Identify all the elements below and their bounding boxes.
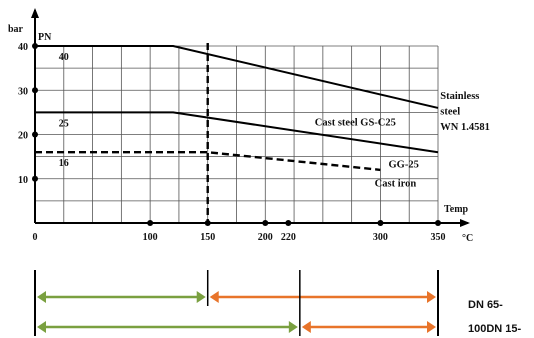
range-arrow-head-left <box>37 321 46 333</box>
x-tick-label: 220 <box>281 232 296 243</box>
x-tick-label: 200 <box>258 232 273 243</box>
grid <box>35 45 439 223</box>
range-arrow-head-right <box>427 291 436 303</box>
x-tick-dot <box>262 220 269 226</box>
y-axis-arrow <box>31 8 39 18</box>
series <box>35 43 439 223</box>
annotation-label: Cast steel GS-C25 <box>315 118 396 129</box>
range-label: DN 65- <box>468 299 503 311</box>
y-tick-label: 20 <box>18 131 28 142</box>
annotation-label: Cast iron <box>375 179 417 190</box>
labels: 40 25 16 Stainless steel WN 1.4581 Cast steel … <box>59 52 490 190</box>
x-tick-label: 350 <box>431 232 446 243</box>
range-arrow-head-right <box>196 291 206 303</box>
y-tick-label: 10 <box>18 175 28 186</box>
series-line <box>35 45 439 109</box>
annotation-label: GG-25 <box>388 160 418 171</box>
x-tick-label: 300 <box>373 232 388 243</box>
range-label: 100DN 15- <box>468 323 522 335</box>
x-tick-dot <box>435 220 441 226</box>
range-arrow-head-right <box>288 321 298 333</box>
x-axis-unit: °C <box>462 233 473 244</box>
y-axis-unit: bar <box>8 24 24 35</box>
pn-label: 25 <box>59 118 69 129</box>
range-arrow-head-left <box>37 291 46 303</box>
y-tick-dot <box>32 175 38 182</box>
range-arrow-head-right <box>427 321 436 333</box>
y-tick-dot <box>32 131 38 138</box>
y-tick-dot <box>32 87 38 94</box>
x-tick-dot <box>147 220 154 226</box>
x-tick-dot <box>377 220 384 226</box>
x-tick-dot <box>285 220 292 226</box>
axes: bar PN Temp °C 10 20 30 40 0 100 150 200 220 300 350 <box>8 8 473 244</box>
pn-label: 40 <box>59 52 69 63</box>
range-arrow-head-left <box>209 291 219 303</box>
y-axis-label: PN <box>38 32 52 43</box>
x-tick-label: 0 <box>33 232 38 243</box>
x-tick-label: 100 <box>143 232 158 243</box>
y-tick-label: 40 <box>18 42 28 53</box>
x-tick-label: 150 <box>200 232 215 243</box>
range-arrow-head-left <box>301 321 311 333</box>
y-tick-label: 30 <box>18 86 28 97</box>
annotation-label: WN 1.4581 <box>440 122 490 133</box>
temperature-ranges: DN 65- 100DN 15- <box>34 270 522 336</box>
annotation-label: Stainless <box>440 91 479 102</box>
x-axis-label: Temp <box>444 204 469 215</box>
pn-label: 16 <box>59 158 69 169</box>
annotation-label: steel <box>440 107 460 118</box>
series-line <box>35 150 381 172</box>
series-line <box>35 111 439 154</box>
x-axis-arrow <box>460 219 470 227</box>
